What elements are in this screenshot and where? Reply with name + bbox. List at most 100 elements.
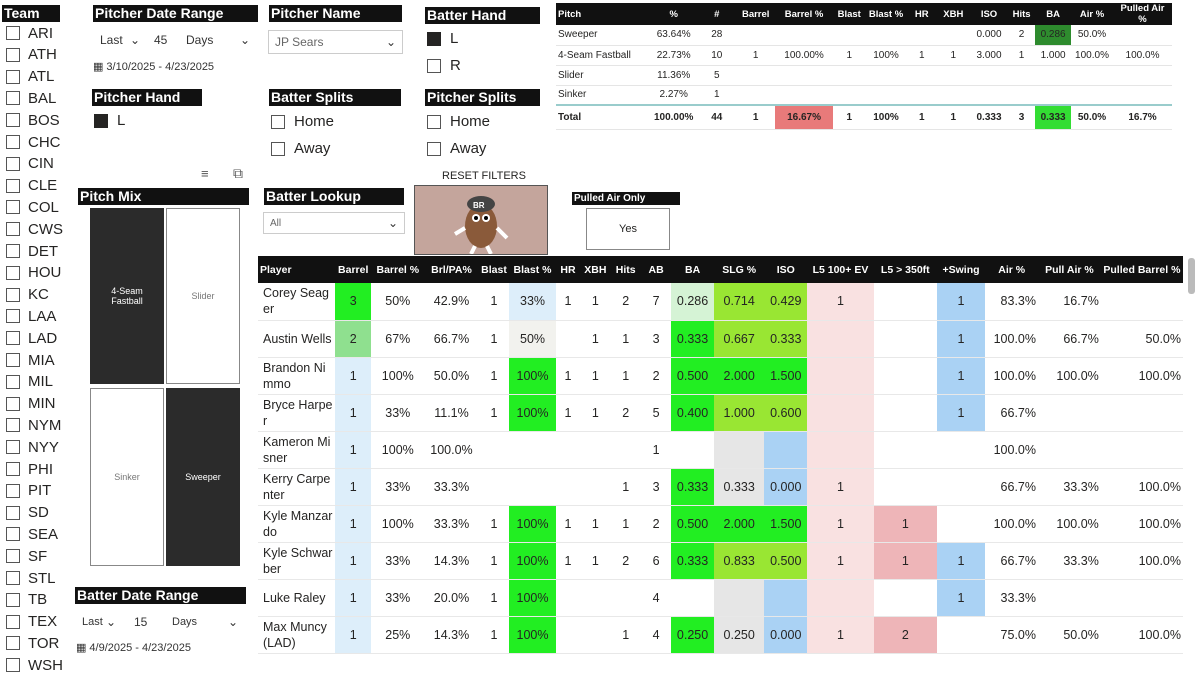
batter-range-unit-dropdown[interactable]: Days ⌄	[166, 610, 244, 634]
checkbox[interactable]	[6, 244, 20, 258]
column-header[interactable]: AB	[640, 256, 672, 283]
table-row[interactable]: Kerry Carpenter 1 33% 33.3% 1 3 0.333 0.333 0.00…	[258, 468, 1183, 506]
checkbox[interactable]	[6, 353, 20, 367]
column-header[interactable]: Blast %	[865, 3, 908, 25]
column-header[interactable]: HR	[555, 256, 581, 283]
team-option[interactable]: MIN	[6, 394, 56, 414]
pitcher-range-count-input[interactable]: 45	[148, 28, 178, 52]
column-header[interactable]: Blast %	[509, 256, 556, 283]
column-header[interactable]: L5 100+ EV	[807, 256, 874, 283]
column-header[interactable]: SLG %	[713, 256, 765, 283]
checkbox[interactable]	[6, 265, 20, 280]
checkbox[interactable]	[6, 396, 20, 411]
checkbox[interactable]	[427, 114, 441, 129]
pitcher-split-away[interactable]: Away	[427, 140, 486, 157]
checkbox[interactable]	[6, 287, 20, 302]
table-row[interactable]: Austin Wells 2 67% 66.7% 1 50% 1 1 3 0.333 0.667 0.…	[258, 320, 1183, 358]
table-row[interactable]: Kyle Manzardo 1 100% 33.3% 1 100% 1 1 1 2 0.500 2.0…	[258, 505, 1183, 543]
batter-hand-l[interactable]: L	[427, 30, 458, 47]
checkbox[interactable]	[6, 26, 20, 40]
pitch-tile-sinker[interactable]: Sinker	[90, 388, 164, 566]
checkbox[interactable]	[6, 222, 20, 237]
column-header[interactable]: BA	[671, 256, 714, 283]
column-header[interactable]: Brl/PA%	[424, 256, 479, 283]
focus-mode-icon[interactable]: ⧉	[233, 165, 243, 181]
column-header[interactable]: ISO	[764, 256, 808, 283]
checkbox[interactable]	[6, 135, 20, 149]
team-option[interactable]: ATL	[6, 67, 54, 87]
column-header[interactable]: HR	[907, 3, 937, 25]
column-header[interactable]: Pitch	[556, 3, 651, 25]
team-option[interactable]: TB	[6, 590, 47, 610]
checkbox[interactable]	[6, 505, 20, 520]
table-row[interactable]: Max Muncy (LAD) 1 25% 14.3% 1 100% 1 4 0.250 0.25…	[258, 616, 1183, 654]
pitcher-range-mode-dropdown[interactable]: Last ⌄	[94, 28, 146, 52]
checkbox[interactable]	[6, 549, 20, 564]
column-header[interactable]: %	[650, 3, 697, 25]
table-row[interactable]: 4-Seam Fastball 22.73% 10 1 100.00% 1 100% 1 1 3.…	[556, 45, 1172, 66]
column-header[interactable]: Hits	[610, 256, 641, 283]
table-row[interactable]: Kameron Misner 1 100% 100.0% 1 100.0%	[258, 431, 1183, 469]
column-header[interactable]: Air %	[1070, 3, 1114, 25]
checkbox[interactable]	[6, 418, 20, 433]
checkbox[interactable]	[6, 69, 20, 84]
team-option[interactable]: SD	[6, 503, 49, 523]
team-option[interactable]: WSH	[6, 655, 63, 675]
team-option[interactable]: CIN	[6, 154, 54, 174]
table-row[interactable]: Sinker 2.27% 1	[556, 85, 1172, 106]
team-option[interactable]: MIA	[6, 350, 55, 370]
column-header[interactable]: Pull Air %	[1038, 256, 1101, 283]
team-option[interactable]: ARI	[6, 23, 53, 43]
batter-hand-r[interactable]: R	[427, 57, 461, 74]
checkbox[interactable]	[6, 113, 20, 128]
table-scrollbar[interactable]	[1188, 258, 1195, 294]
pitch-tile-4seam[interactable]: 4-Seam Fastball	[90, 208, 164, 384]
team-option[interactable]: TOR	[6, 633, 59, 653]
checkbox[interactable]	[6, 156, 20, 171]
checkbox[interactable]	[6, 636, 20, 651]
column-header[interactable]: XBH	[580, 256, 611, 283]
checkbox[interactable]	[427, 141, 441, 156]
checkbox[interactable]	[94, 113, 108, 128]
team-option[interactable]: PHI	[6, 459, 53, 479]
team-option[interactable]: LAA	[6, 306, 56, 326]
team-option[interactable]: KC	[6, 285, 49, 305]
column-header[interactable]: Blast	[833, 3, 865, 25]
table-row[interactable]: Bryce Harper 1 33% 11.1% 1 100% 1 1 2 5 0.400 1.000…	[258, 394, 1183, 432]
team-option[interactable]: ATH	[6, 45, 57, 65]
checkbox[interactable]	[6, 47, 20, 62]
pitcher-range-unit-dropdown[interactable]: Days ⌄	[180, 28, 256, 52]
checkbox[interactable]	[6, 614, 20, 629]
table-row[interactable]: Brandon Nimmo 1 100% 50.0% 1 100% 1 1 1 2 0.500 2.0…	[258, 357, 1183, 395]
column-header[interactable]: #	[696, 3, 737, 25]
filter-icon[interactable]: ≡	[201, 166, 209, 181]
checkbox[interactable]	[6, 331, 20, 346]
pulled-air-toggle[interactable]: Yes	[586, 208, 670, 250]
checkbox[interactable]	[6, 592, 20, 607]
column-header[interactable]: Barrel %	[774, 3, 834, 25]
column-header[interactable]: Barrel	[736, 3, 775, 25]
team-option[interactable]: LAD	[6, 328, 57, 348]
checkbox[interactable]	[6, 658, 20, 673]
checkbox[interactable]	[6, 483, 20, 498]
checkbox[interactable]	[6, 309, 20, 324]
column-header[interactable]: XBH	[936, 3, 971, 25]
column-header[interactable]: Hits	[1007, 3, 1036, 25]
team-option[interactable]: MIL	[6, 372, 53, 392]
team-option[interactable]: CWS	[6, 219, 63, 239]
table-row[interactable]: Corey Seager 3 50% 42.9% 1 33% 1 1 2 7 0.286 0.714 0…	[258, 283, 1183, 321]
team-option[interactable]: SEA	[6, 524, 58, 544]
column-header[interactable]: Pulled Barrel %	[1100, 256, 1183, 283]
table-row[interactable]: Luke Raley 1 33% 20.0% 1 100% 4 1 33.3%	[258, 579, 1183, 617]
team-option[interactable]: DET	[6, 241, 58, 261]
team-option[interactable]: PIT	[6, 481, 51, 501]
team-option[interactable]: STL	[6, 568, 56, 588]
checkbox[interactable]	[271, 141, 285, 156]
batter-range-count-input[interactable]: 15	[128, 610, 160, 634]
checkbox[interactable]	[6, 178, 20, 193]
column-header[interactable]: Barrel %	[371, 256, 425, 283]
column-header[interactable]: Barrel	[334, 256, 372, 283]
column-header[interactable]: +Swing	[936, 256, 986, 283]
batter-lookup-dropdown[interactable]: All ⌄	[263, 212, 405, 234]
checkbox[interactable]	[6, 462, 20, 476]
